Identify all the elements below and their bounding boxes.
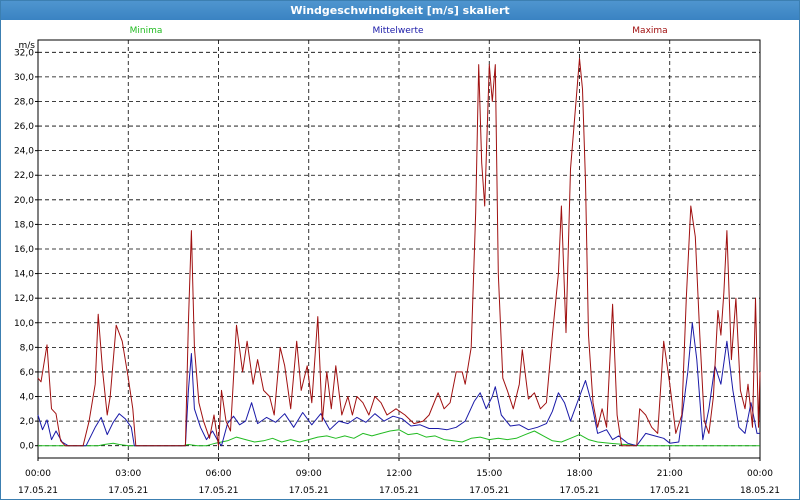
x-tick-time-label: 00:00 — [747, 469, 773, 479]
series-lines — [37, 57, 761, 447]
y-tick-label: 14,0 — [14, 270, 34, 280]
x-tick-time-label: 15:00 — [476, 469, 502, 479]
x-tick-date-label: 17.05.21 — [289, 486, 329, 496]
x-tick-time-label: 06:00 — [206, 469, 232, 479]
x-tick-time-label: 21:00 — [657, 469, 683, 479]
series-line-maxima — [37, 57, 761, 447]
x-tick-date-label: 17.05.21 — [108, 486, 148, 496]
x-tick-time-label: 03:00 — [115, 469, 141, 479]
x-tick-date-label: 17.05.21 — [559, 486, 599, 496]
x-tick-time-label: 12:00 — [386, 469, 412, 479]
x-tick-date-label: 17.05.21 — [379, 486, 419, 496]
y-tick-label: 22,0 — [14, 171, 34, 181]
x-tick-time-label: 00:00 — [25, 469, 51, 479]
y-tick-label: 28,0 — [14, 97, 34, 107]
x-tick-date-label: 17.05.21 — [469, 486, 509, 496]
y-tick-label: 12,0 — [14, 294, 34, 304]
y-tick-label: 16,0 — [14, 245, 34, 255]
y-tick-label: 8,0 — [20, 343, 35, 353]
y-tick-label: 4,0 — [20, 393, 35, 403]
y-tick-label: 2,0 — [20, 417, 35, 427]
legend-maxima: Maxima — [632, 26, 667, 36]
y-tick-label: 32,0 — [14, 48, 34, 58]
y-tick-label: 0,0 — [20, 442, 35, 452]
grid-lines — [38, 40, 760, 458]
y-tick-label: 6,0 — [20, 368, 35, 378]
x-tick-date-label: 17.05.21 — [18, 486, 58, 496]
y-tick-label: 20,0 — [14, 196, 34, 206]
y-axis: m/s 0,0 2,0 4,0 6,0 8,0 10,0 12,0 14,0 16,0 18,0 2… — [14, 41, 38, 452]
y-tick-label: 24,0 — [14, 147, 34, 157]
x-tick-date-label: 18.05.21 — [740, 486, 780, 496]
y-tick-label: 10,0 — [14, 319, 34, 329]
window-title: Windgeschwindigkeit [m/s] skaliert — [1, 1, 799, 20]
y-axis-unit: m/s — [19, 41, 36, 51]
legend-mittelwerte: Mittelwerte — [372, 26, 423, 36]
legend: Minima Mittelwerte Maxima — [130, 26, 668, 36]
x-tick-date-label: 17.05.21 — [198, 486, 238, 496]
x-tick-time-label: 18:00 — [567, 469, 593, 479]
y-tick-label: 18,0 — [14, 220, 34, 230]
x-axis: 00:00 17.05.21 03:00 17.05.21 06:00 17.05.21 0… — [18, 458, 780, 496]
y-tick-label: 26,0 — [14, 122, 34, 132]
y-tick-label: 30,0 — [14, 73, 34, 83]
x-tick-date-label: 17.05.21 — [650, 486, 690, 496]
x-tick-time-label: 09:00 — [296, 469, 322, 479]
legend-minima: Minima — [130, 26, 163, 36]
